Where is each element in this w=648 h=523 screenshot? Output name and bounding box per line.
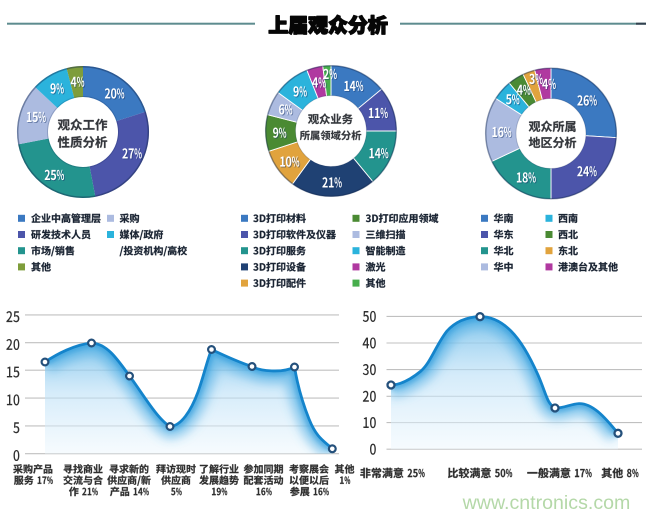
svg-text:www.cntronics.com: www.cntronics.com [462,492,631,514]
